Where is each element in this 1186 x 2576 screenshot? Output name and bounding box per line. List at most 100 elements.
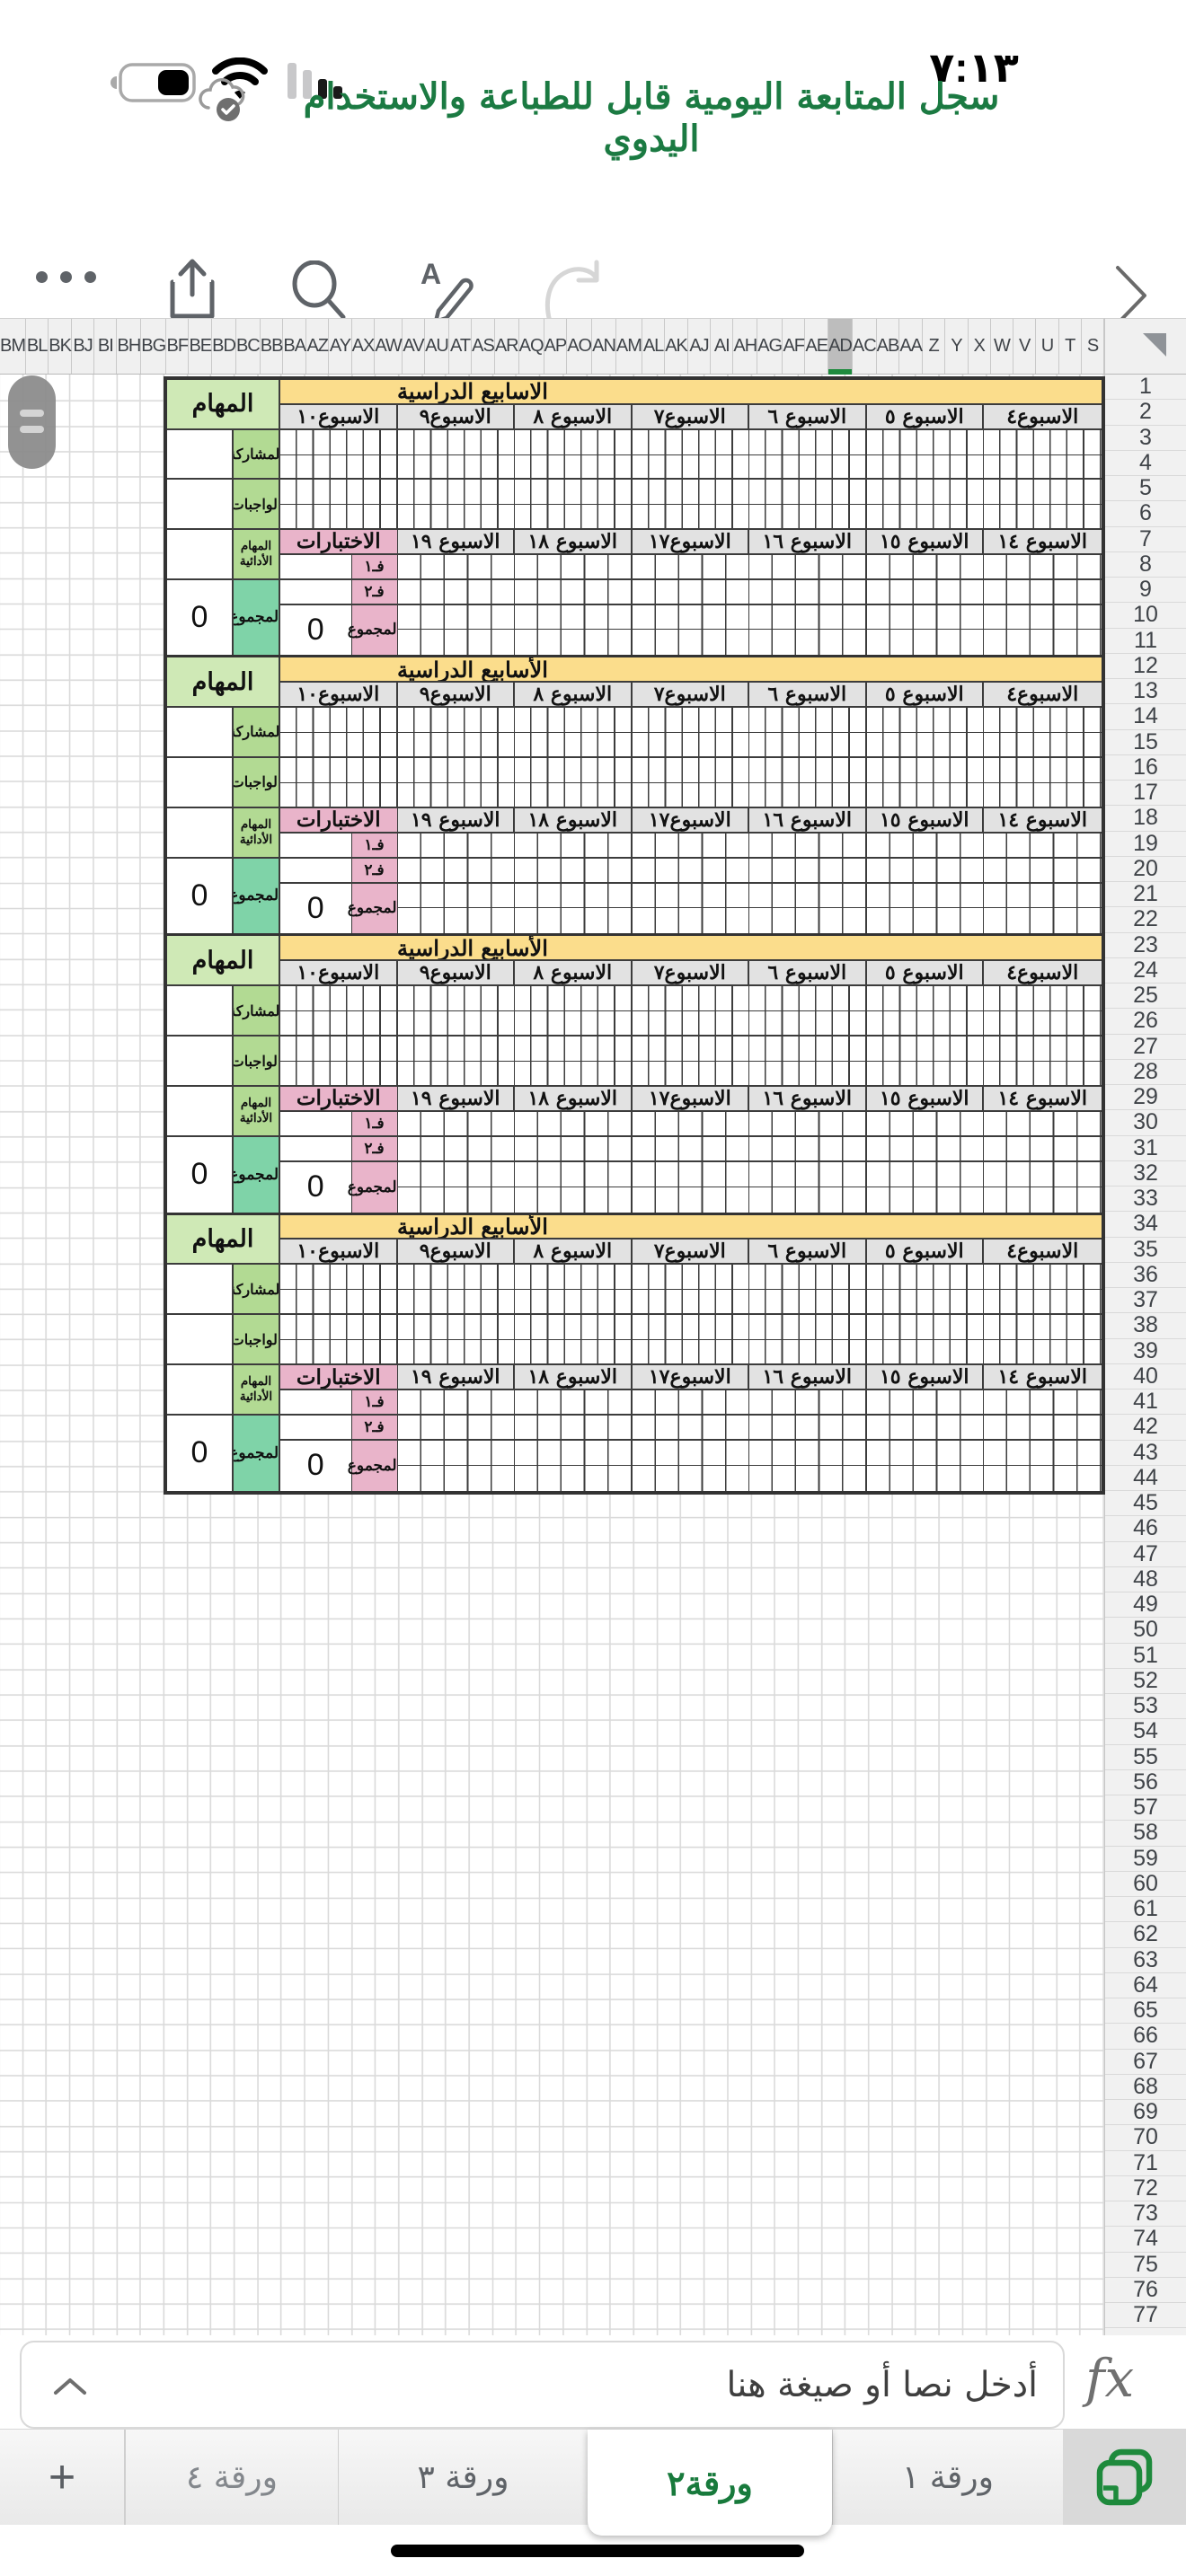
add-sheet-button[interactable]: + (0, 2430, 125, 2525)
mark-cell[interactable] (749, 1465, 867, 1491)
week-header[interactable]: الاسبوع١٠ (280, 1239, 398, 1266)
mark-cell[interactable] (632, 1161, 749, 1187)
homework-score-cell[interactable] (167, 1315, 234, 1366)
week-header[interactable]: الاسبوع ١٦ (749, 530, 867, 555)
mark-cell[interactable] (749, 883, 867, 909)
column-header-AL[interactable]: AL (642, 319, 666, 374)
row-header-36[interactable]: 36 (1105, 1262, 1186, 1288)
column-header-BE[interactable]: BE (189, 319, 213, 374)
week-header[interactable]: الاسبوع٤ (984, 683, 1102, 709)
mark-cell[interactable] (515, 782, 633, 808)
row-header-59[interactable]: 59 (1105, 1846, 1186, 1872)
mark-cell[interactable] (632, 782, 749, 808)
mark-cell[interactable] (280, 505, 398, 530)
row-header-52[interactable]: 52 (1105, 1668, 1186, 1694)
mark-cell[interactable] (515, 505, 633, 530)
mark-cell[interactable] (280, 1062, 398, 1087)
mark-cell[interactable] (397, 1315, 515, 1341)
test2-score-cell[interactable] (280, 579, 351, 604)
homework-label[interactable]: الواجبات (234, 1315, 280, 1366)
mark-cell[interactable] (984, 454, 1102, 481)
mark-cell[interactable] (866, 833, 984, 859)
mark-cell[interactable] (866, 908, 984, 934)
participation-score-cell[interactable] (167, 429, 234, 481)
mark-cell[interactable] (866, 732, 984, 758)
row-header-3[interactable]: 3 (1105, 425, 1186, 451)
mark-cell[interactable] (632, 505, 749, 530)
row-header-16[interactable]: 16 (1105, 754, 1186, 781)
mark-cell[interactable] (632, 1340, 749, 1366)
row-header-30[interactable]: 30 (1105, 1109, 1186, 1136)
column-header-BL[interactable]: BL (26, 319, 49, 374)
mark-cell[interactable] (866, 630, 984, 656)
mark-cell[interactable] (984, 1390, 1102, 1416)
row-header-20[interactable]: 20 (1105, 856, 1186, 882)
row-header-64[interactable]: 64 (1105, 1972, 1186, 1998)
column-header-AH[interactable]: AH (733, 319, 758, 374)
week-header[interactable]: الاسبوع٩ (397, 1239, 515, 1266)
column-header-AJ[interactable]: AJ (688, 319, 712, 374)
column-header-AB[interactable]: AB (877, 319, 900, 374)
row-header-19[interactable]: 19 (1105, 831, 1186, 857)
week-header[interactable]: الاسبوع ١٥ (866, 1365, 984, 1391)
mark-cell[interactable] (397, 1062, 515, 1087)
mark-cell[interactable] (632, 1465, 749, 1491)
tasks-label[interactable]: المهام (167, 657, 280, 709)
mark-cell[interactable] (280, 1011, 398, 1037)
mark-cell[interactable] (515, 1390, 633, 1416)
week-header[interactable]: الاسبوع ١٦ (749, 1365, 867, 1391)
row-header-76[interactable]: 76 (1105, 2277, 1186, 2303)
total-label[interactable]: المجموع (234, 1136, 280, 1213)
homework-score-cell[interactable] (167, 1037, 234, 1087)
column-header-AF[interactable]: AF (783, 319, 806, 374)
mark-cell[interactable] (397, 630, 515, 656)
week-header[interactable]: الاسبوع٧ (632, 961, 749, 987)
column-header-AP[interactable]: AP (544, 319, 568, 374)
row-header-15[interactable]: 15 (1105, 729, 1186, 755)
mark-cell[interactable] (397, 883, 515, 909)
mark-cell[interactable] (515, 1415, 633, 1441)
mark-cell[interactable] (984, 1290, 1102, 1316)
mark-cell[interactable] (397, 1440, 515, 1466)
row-header-57[interactable]: 57 (1105, 1795, 1186, 1822)
mark-cell[interactable] (397, 1290, 515, 1316)
homework-label[interactable]: الواجبات (234, 480, 280, 530)
mark-cell[interactable] (397, 908, 515, 934)
mark-cell[interactable] (866, 1062, 984, 1087)
mark-cell[interactable] (397, 1390, 515, 1416)
column-header-AW[interactable]: AW (375, 319, 403, 374)
mark-cell[interactable] (397, 604, 515, 631)
mark-cell[interactable] (280, 757, 398, 783)
mark-cell[interactable] (984, 630, 1102, 656)
column-header-AS[interactable]: AS (472, 319, 495, 374)
column-header-AZ[interactable]: AZ (306, 319, 330, 374)
mark-cell[interactable] (515, 1315, 633, 1341)
mark-cell[interactable] (632, 1440, 749, 1466)
week-header[interactable]: الاسبوع ٥ (866, 961, 984, 987)
column-header-AR[interactable]: AR (495, 319, 519, 374)
mark-cell[interactable] (749, 579, 867, 605)
tasks-label[interactable]: المهام (167, 380, 280, 430)
mark-cell[interactable] (515, 1037, 633, 1062)
performance-tasks-label[interactable]: المهام الأدائية (234, 1086, 280, 1137)
homework-label[interactable]: الواجبات (234, 1037, 280, 1087)
tests-total-value[interactable]: 0 (280, 1161, 351, 1213)
mark-cell[interactable] (632, 1111, 749, 1137)
row-header-61[interactable]: 61 (1105, 1896, 1186, 1923)
participation-score-cell[interactable] (167, 986, 234, 1037)
mark-cell[interactable] (749, 833, 867, 859)
mark-cell[interactable] (984, 554, 1102, 580)
mark-cell[interactable] (280, 1037, 398, 1062)
mark-cell[interactable] (632, 604, 749, 631)
mark-cell[interactable] (515, 708, 633, 733)
column-header-BK[interactable]: BK (49, 319, 72, 374)
week-header[interactable]: الاسبوع ٨ (515, 683, 633, 709)
mark-cell[interactable] (515, 579, 633, 605)
row-header-77[interactable]: 77 (1105, 2302, 1186, 2329)
mark-cell[interactable] (397, 1161, 515, 1187)
performance-tasks-label[interactable]: المهام الأدائية (234, 1365, 280, 1416)
mark-cell[interactable] (632, 732, 749, 758)
row-header-1[interactable]: 1 (1105, 375, 1186, 401)
tests-total-cell[interactable]: 0 المجموع (280, 1440, 398, 1491)
week-header[interactable]: الاسبوع١٧ (632, 807, 749, 834)
